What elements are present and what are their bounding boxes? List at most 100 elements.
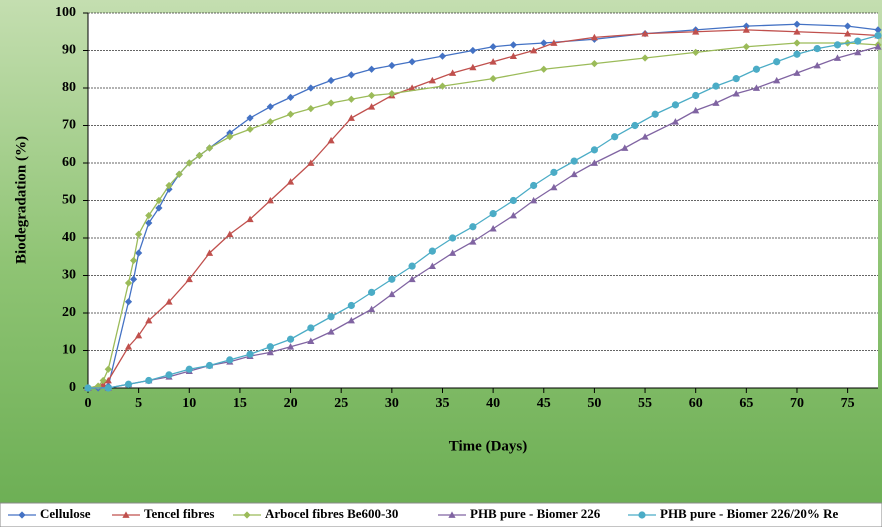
- x-tick-label: 40: [486, 396, 500, 411]
- marker: [175, 170, 183, 178]
- marker: [742, 26, 750, 33]
- marker: [145, 316, 153, 324]
- y-tick-label: 40: [62, 230, 76, 245]
- marker: [712, 82, 720, 90]
- marker: [347, 71, 355, 79]
- marker: [590, 60, 599, 68]
- marker: [347, 316, 355, 324]
- marker: [469, 238, 477, 245]
- marker: [327, 136, 335, 144]
- marker: [489, 43, 497, 51]
- marker: [104, 365, 112, 373]
- marker: [367, 305, 376, 313]
- marker: [205, 144, 214, 152]
- marker: [122, 511, 130, 518]
- marker: [752, 65, 761, 73]
- series-line: [87, 29, 879, 389]
- x-tick-label: 45: [537, 396, 551, 411]
- marker: [135, 331, 143, 339]
- marker: [347, 95, 355, 103]
- marker: [84, 384, 92, 392]
- marker: [129, 256, 138, 265]
- marker: [813, 61, 821, 69]
- marker: [388, 275, 396, 283]
- marker: [550, 183, 558, 191]
- marker: [307, 337, 315, 345]
- marker: [286, 110, 295, 118]
- marker: [570, 170, 578, 178]
- marker: [155, 204, 163, 212]
- marker: [307, 84, 315, 92]
- x-tick-label: 60: [689, 396, 703, 411]
- marker: [124, 343, 133, 350]
- marker: [641, 133, 649, 140]
- legend-label: Arbocel fibres Be600-30: [265, 506, 398, 521]
- y-tick-label: 60: [62, 155, 76, 170]
- marker: [530, 46, 538, 54]
- marker: [226, 133, 234, 141]
- marker: [732, 75, 740, 83]
- marker: [854, 37, 862, 45]
- y-tick-label: 90: [62, 43, 76, 58]
- marker: [124, 380, 133, 388]
- marker: [469, 46, 477, 55]
- marker: [367, 91, 376, 100]
- marker: [631, 121, 639, 130]
- marker: [692, 91, 700, 100]
- marker: [266, 196, 274, 204]
- y-tick-label: 30: [62, 268, 76, 283]
- marker: [226, 356, 234, 364]
- marker: [408, 58, 416, 66]
- marker: [590, 159, 599, 166]
- marker: [266, 348, 274, 356]
- marker: [438, 82, 447, 90]
- marker: [833, 41, 842, 49]
- marker: [388, 90, 396, 98]
- marker: [246, 125, 254, 133]
- marker: [590, 146, 599, 154]
- marker: [327, 76, 335, 85]
- marker: [489, 58, 497, 65]
- marker: [388, 290, 396, 298]
- y-tick-label: 50: [62, 193, 76, 208]
- marker: [347, 114, 355, 121]
- legend-label: Cellulose: [40, 506, 91, 521]
- marker: [18, 511, 26, 519]
- marker: [104, 376, 112, 384]
- legend-label: PHB pure - Biomer 226/20% Re: [660, 506, 838, 521]
- marker: [286, 93, 295, 101]
- x-tick-label: 10: [182, 396, 196, 411]
- marker: [854, 48, 862, 56]
- marker: [793, 20, 801, 28]
- legend: Cellulose Tencel fibres Arbocel fibres Be6…: [8, 506, 838, 521]
- marker: [145, 376, 153, 385]
- marker: [590, 33, 599, 41]
- marker: [205, 249, 214, 256]
- marker: [813, 45, 821, 53]
- marker: [428, 262, 436, 270]
- marker: [732, 90, 740, 97]
- marker: [347, 301, 355, 310]
- marker: [367, 65, 376, 73]
- marker: [165, 181, 173, 190]
- x-tick-label: 65: [739, 396, 753, 411]
- marker: [266, 343, 274, 351]
- marker: [550, 168, 558, 176]
- marker: [793, 28, 801, 35]
- marker: [844, 30, 852, 37]
- marker: [874, 26, 882, 34]
- legend-box: [0, 502, 882, 527]
- marker: [489, 210, 497, 218]
- marker: [428, 76, 436, 84]
- marker: [195, 151, 204, 160]
- marker: [621, 144, 629, 151]
- marker: [307, 159, 315, 166]
- marker: [448, 511, 456, 518]
- marker: [793, 39, 801, 47]
- marker: [99, 376, 107, 385]
- marker: [793, 69, 801, 76]
- x-tick-label: 25: [334, 396, 348, 411]
- marker: [692, 48, 700, 56]
- x-tick-label: 5: [135, 396, 142, 411]
